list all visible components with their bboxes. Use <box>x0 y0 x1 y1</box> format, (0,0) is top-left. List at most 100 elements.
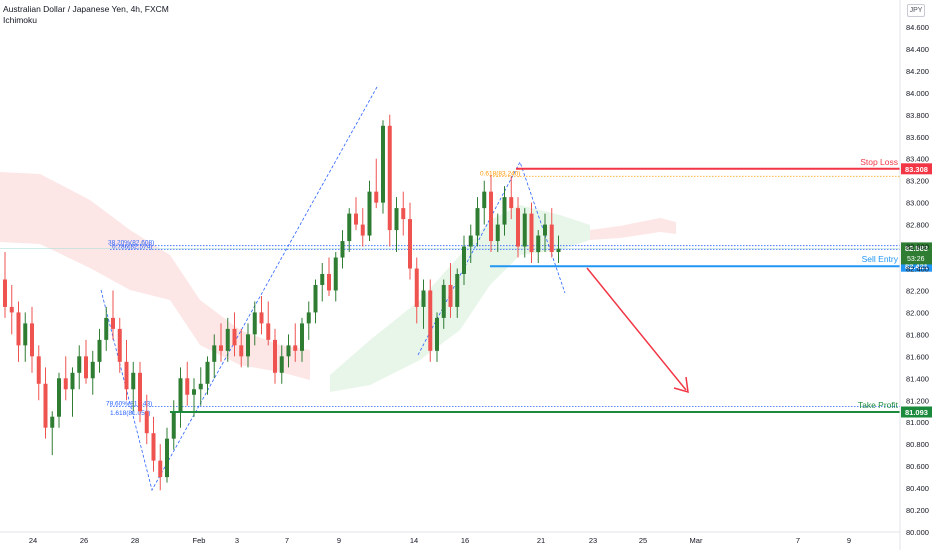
price-tick-label: 81.600 <box>906 352 929 361</box>
candle-body <box>468 235 473 247</box>
candle-body <box>252 312 257 335</box>
candle-body <box>435 317 439 351</box>
trade-levels: Stop Loss 83.308 Sell Entry 82.421 Take Prof… <box>170 157 932 418</box>
candle-body <box>16 312 21 346</box>
level-price-label: 83.308 <box>905 165 928 174</box>
level-price-label: 81.093 <box>905 408 928 417</box>
time-tick-label: 7 <box>796 536 800 545</box>
price-tick-label: 80.800 <box>906 440 929 449</box>
candle-body <box>320 273 325 285</box>
candle-body <box>178 378 183 412</box>
candle-body <box>414 268 419 307</box>
candle-body <box>347 213 352 242</box>
candle-body <box>394 208 399 231</box>
price-tick-label: 80.000 <box>906 528 929 537</box>
candle-body <box>212 345 217 362</box>
time-tick-label: 21 <box>537 536 545 545</box>
time-tick-label: 25 <box>639 536 647 545</box>
price-tick-label: 81.400 <box>906 374 929 383</box>
candle-body <box>536 235 541 253</box>
candle-body <box>300 323 304 351</box>
projection-arrow-head <box>673 376 689 394</box>
current-price-tag <box>901 242 932 265</box>
candle-body <box>408 219 412 269</box>
price-tick-label: 83.600 <box>906 133 929 142</box>
price-tick-label: 82.600 <box>906 243 929 252</box>
price-tick-label: 83.800 <box>906 111 929 120</box>
candle-body <box>165 438 169 478</box>
candle-body <box>3 279 7 307</box>
candle-body <box>50 416 55 428</box>
time-tick-label: 14 <box>410 536 418 545</box>
price-tick-label: 82.400 <box>906 265 929 274</box>
candle-body <box>63 378 68 390</box>
candle-body <box>421 290 426 307</box>
price-tick-label: 84.200 <box>906 67 929 76</box>
time-tick-label: Feb <box>193 536 206 545</box>
price-tick-label: 82.800 <box>906 221 929 230</box>
candle-body <box>232 328 237 346</box>
price-axis: 84.600 84.400 84.200 84.000 83.800 83.600 83.4… <box>899 0 929 550</box>
time-tick-label: 23 <box>589 536 597 545</box>
fib-trend-line-1 <box>100 86 378 492</box>
candle-body <box>286 345 291 357</box>
price-tick-label: 82.000 <box>906 308 929 317</box>
candle-body <box>246 334 250 357</box>
candle-body <box>57 378 61 417</box>
price-tick-label: 81.200 <box>906 396 929 405</box>
candle-body <box>97 339 102 362</box>
candle-body <box>117 328 122 362</box>
candle-body <box>428 290 433 351</box>
candle-body <box>354 213 358 225</box>
candle-body <box>171 411 176 439</box>
time-tick-label: 24 <box>29 536 37 545</box>
currency-badge[interactable]: JPY <box>907 4 925 17</box>
candle-body <box>77 356 82 373</box>
candle-body <box>367 191 372 236</box>
level-price-tag <box>901 406 932 418</box>
indicator-label[interactable]: Ichimoku <box>3 15 38 25</box>
time-tick-label: 16 <box>461 536 469 545</box>
time-tick-label: 9 <box>337 536 341 545</box>
candle-body <box>36 356 41 384</box>
candle-body <box>448 284 453 307</box>
candle-body <box>131 372 136 390</box>
candle-body <box>90 361 95 379</box>
price-tick-label: 82.200 <box>906 286 929 295</box>
chart-title: Australian Dollar / Japanese Yen, 4h, FX… <box>3 4 169 14</box>
price-tick-label: 80.200 <box>906 506 929 515</box>
candle-body <box>549 224 554 253</box>
candle-body <box>279 356 284 373</box>
candle-body <box>462 246 466 274</box>
price-tick-label: 81.800 <box>906 330 929 339</box>
candle-body <box>441 284 446 318</box>
candle-body <box>23 323 28 346</box>
candle-body <box>333 257 338 291</box>
candle-body <box>516 208 520 247</box>
bar-countdown-label: 53:26 <box>907 256 925 263</box>
candle-body <box>313 284 318 313</box>
time-tick-label: Mar <box>690 536 703 545</box>
fib-label: 1.618(81.056) <box>110 410 150 417</box>
candle-body <box>401 208 406 220</box>
projection-arrow-shaft <box>586 267 687 391</box>
candle-body <box>43 383 48 428</box>
candle-body <box>259 312 264 324</box>
price-tick-label: 83.200 <box>906 177 929 186</box>
price-tick-label: 84.400 <box>906 45 929 54</box>
cloud-bearish <box>0 172 310 380</box>
level-price-label: 82.421 <box>905 262 928 271</box>
candle-body <box>185 378 190 395</box>
candles <box>3 114 561 491</box>
candle-body <box>360 224 365 236</box>
level-name-stop-loss: Stop Loss <box>860 157 898 167</box>
time-tick-label: 26 <box>80 536 88 545</box>
fib-label: 78.60%(81.143) <box>106 401 152 408</box>
cloud-bearish-forward <box>590 218 676 240</box>
time-tick-label: 28 <box>131 536 139 545</box>
candle-body <box>489 191 493 242</box>
candle-body <box>225 328 230 351</box>
candle-body <box>387 125 392 231</box>
candle-body <box>475 208 480 236</box>
